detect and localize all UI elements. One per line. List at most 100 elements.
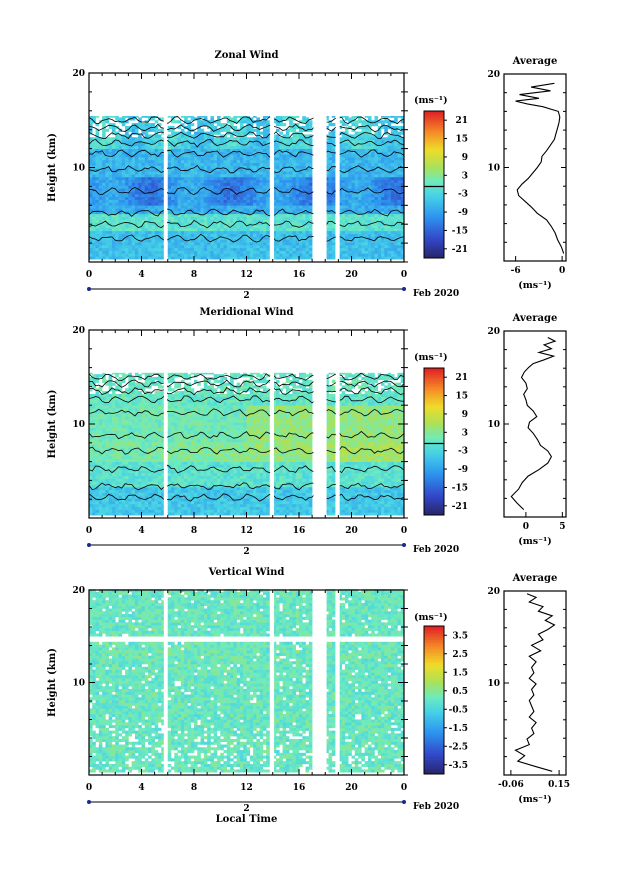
heatmap-cell (397, 140, 402, 144)
heatmap-cell (121, 199, 126, 203)
heatmap-cell (305, 148, 310, 152)
heatmap-cell (272, 205, 277, 209)
heatmap-cell (299, 154, 303, 158)
heatmap-cell (344, 131, 349, 135)
heatmap-cell (95, 433, 100, 437)
heatmap-cell (115, 393, 119, 398)
heatmap-cell (128, 151, 132, 155)
heatmap-cell (184, 236, 188, 240)
heatmap-cell (289, 128, 293, 132)
heatmap-cell (105, 444, 109, 448)
heatmap-cell (384, 185, 388, 189)
heatmap-cell (364, 185, 369, 189)
heatmap-cell (253, 148, 257, 152)
heatmap-cell (272, 250, 277, 254)
heatmap-cell (171, 239, 175, 243)
heatmap-cell (390, 185, 395, 189)
heatmap-cell (128, 145, 132, 149)
heatmap-cell (358, 244, 362, 249)
heatmap-cell (105, 475, 109, 479)
heatmap-cell (98, 176, 103, 181)
heatmap-cell (243, 157, 247, 161)
heatmap-cell (148, 244, 152, 249)
heatmap-cell (161, 222, 165, 226)
heatmap-cell (89, 157, 93, 161)
heatmap-cell (364, 120, 369, 124)
heatmap-cell (371, 253, 375, 257)
heatmap-cell (338, 159, 342, 164)
heatmap-cell (157, 165, 162, 169)
heatmap-cell (344, 123, 349, 127)
heatmap-cell (249, 199, 254, 203)
heatmap-cell (348, 185, 352, 189)
heatmap-cell (92, 455, 96, 460)
heatmap-cell (285, 244, 290, 249)
colorbar-step (424, 214, 444, 218)
heatmap-cell (226, 199, 231, 203)
heatmap-cell (174, 244, 178, 249)
heatmap-cell (253, 230, 257, 234)
heatmap-cell (148, 114, 152, 118)
heatmap-cell (128, 230, 132, 234)
heatmap-cell (223, 222, 228, 226)
heatmap-cell (98, 244, 103, 249)
heatmap-cell (308, 168, 313, 172)
heatmap-cell (361, 242, 365, 246)
heatmap-cell (102, 216, 106, 220)
heatmap-cell (134, 205, 139, 209)
heatmap-cell (184, 244, 188, 249)
heatmap-cell (118, 233, 123, 237)
heatmap-cell (364, 239, 369, 243)
heatmap-cell (305, 123, 310, 127)
heatmap-cell (243, 179, 247, 183)
heatmap-cell (105, 402, 109, 406)
heatmap-cell (259, 202, 264, 206)
heatmap-cell (351, 117, 356, 121)
heatmap-cell (361, 179, 365, 183)
heatmap-cell (279, 151, 283, 155)
colorbar-step (424, 168, 444, 172)
heatmap-cell (131, 247, 136, 251)
heatmap-cell (249, 253, 254, 257)
heatmap-cell (115, 495, 119, 499)
heatmap-cell (299, 134, 303, 138)
heatmap-cell (216, 205, 221, 209)
heatmap-cell (361, 148, 365, 152)
colorbar-step (424, 120, 444, 123)
heatmap-cell (121, 182, 126, 186)
heatmap-cell (102, 176, 106, 181)
heatmap-cell (141, 244, 146, 249)
heatmap-cell (308, 137, 313, 141)
heatmap-cell (177, 208, 182, 212)
heatmap-cell (351, 123, 356, 127)
heatmap-cell (387, 216, 392, 220)
heatmap-cell (203, 208, 208, 212)
heatmap-cell (111, 176, 116, 181)
heatmap-cell (141, 174, 146, 178)
heatmap-cell (154, 205, 159, 209)
heatmap-cell (92, 216, 96, 220)
heatmap-cell (128, 114, 132, 118)
heatmap-cell (190, 157, 195, 161)
heatmap-cell (118, 213, 123, 217)
heatmap-cell (256, 244, 260, 249)
heatmap-cell (358, 239, 362, 243)
heatmap-cell (256, 210, 260, 215)
heatmap-cell (302, 157, 306, 161)
heatmap-cell (134, 114, 139, 118)
heatmap-cell (226, 236, 231, 240)
heatmap-cell (223, 171, 228, 175)
heatmap-cell (95, 453, 100, 457)
heatmap-cell (302, 244, 306, 249)
heatmap-cell (246, 216, 251, 220)
heatmap-cell (125, 222, 129, 226)
heatmap-cell (154, 202, 159, 206)
heatmap-cell (253, 227, 257, 232)
heatmap-cell (105, 250, 109, 254)
heatmap-cell (341, 191, 346, 195)
heatmap-cell (190, 171, 195, 175)
heatmap-cell (174, 222, 178, 226)
heatmap-cell (131, 253, 136, 257)
heatmap-cell (358, 216, 362, 220)
heatmap-cell (92, 250, 96, 254)
